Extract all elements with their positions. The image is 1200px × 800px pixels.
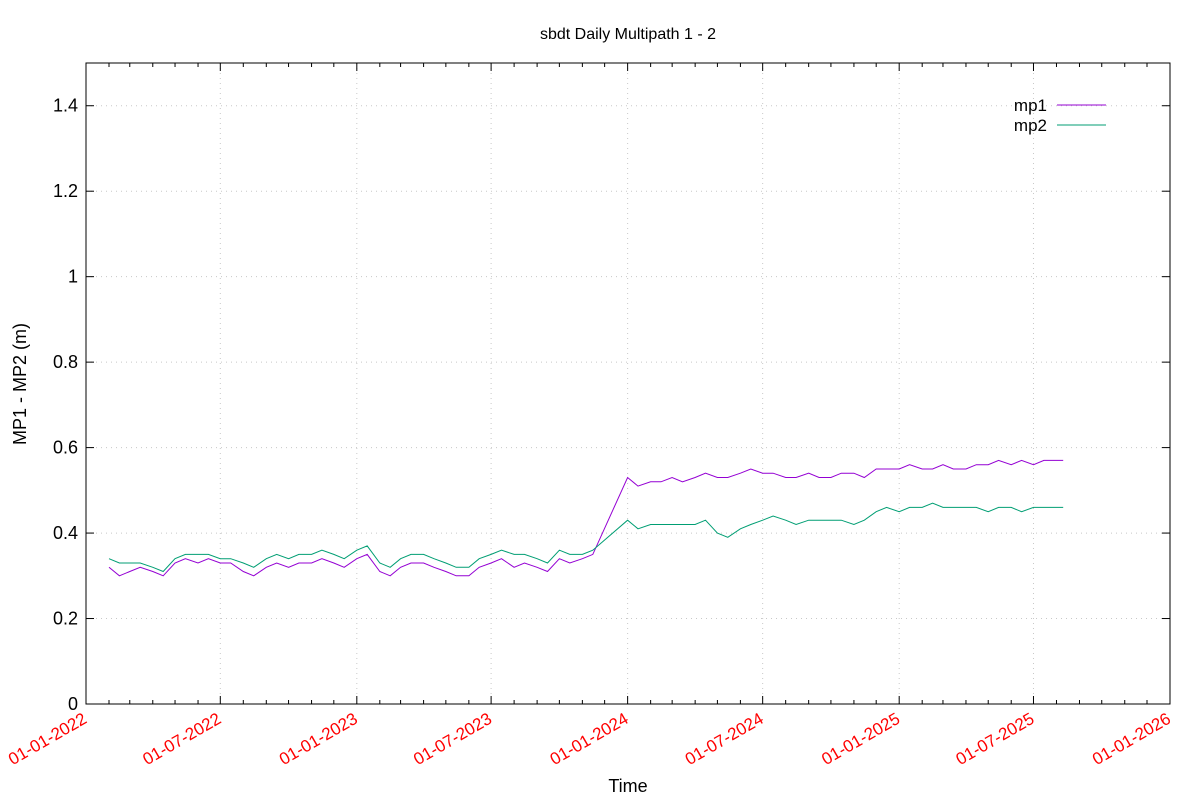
x-tick-label: 01-07-2025 bbox=[953, 709, 1038, 769]
y-tick-label: 1.4 bbox=[53, 96, 78, 116]
x-tick-label: 01-07-2023 bbox=[410, 709, 495, 769]
x-tick-label: 01-01-2023 bbox=[276, 709, 361, 769]
x-tick-label: 01-01-2026 bbox=[1089, 709, 1174, 769]
series-line-mp1 bbox=[108, 459, 1064, 577]
y-tick-label: 0.8 bbox=[53, 352, 78, 372]
x-tick-label: 01-01-2022 bbox=[5, 709, 90, 769]
y-tick-label: 0.4 bbox=[53, 523, 78, 543]
grid bbox=[86, 63, 1170, 704]
x-axis-label: Time bbox=[608, 776, 647, 796]
y-tick-label: 0.6 bbox=[53, 438, 78, 458]
y-axis: 0 0.2 0.4 0.6 0.8 1 1.2 1.4 bbox=[53, 96, 1170, 714]
legend-label-mp1: mp1 bbox=[1014, 96, 1047, 115]
x-tick-label: 01-07-2024 bbox=[682, 709, 767, 769]
series-lines bbox=[108, 459, 1064, 577]
series-line-mp2 bbox=[108, 502, 1064, 573]
y-tick-label: 1.2 bbox=[53, 181, 78, 201]
y-tick-label: 1 bbox=[68, 267, 78, 287]
x-tick-label: 01-07-2022 bbox=[139, 709, 224, 769]
y-tick-label: 0.2 bbox=[53, 609, 78, 629]
chart-title: sbdt Daily Multipath 1 - 2 bbox=[540, 26, 716, 43]
x-axis: 01-01-2022 01-07-2022 01-01-2023 01-07-2023… bbox=[5, 63, 1174, 769]
x-tick-label: 01-01-2025 bbox=[818, 709, 903, 769]
y-tick-label: 0 bbox=[68, 694, 78, 714]
y-axis-label: MP1 - MP2 (m) bbox=[10, 323, 30, 445]
legend-label-mp2: mp2 bbox=[1014, 116, 1047, 135]
x-tick-label: 01-01-2024 bbox=[547, 709, 632, 769]
